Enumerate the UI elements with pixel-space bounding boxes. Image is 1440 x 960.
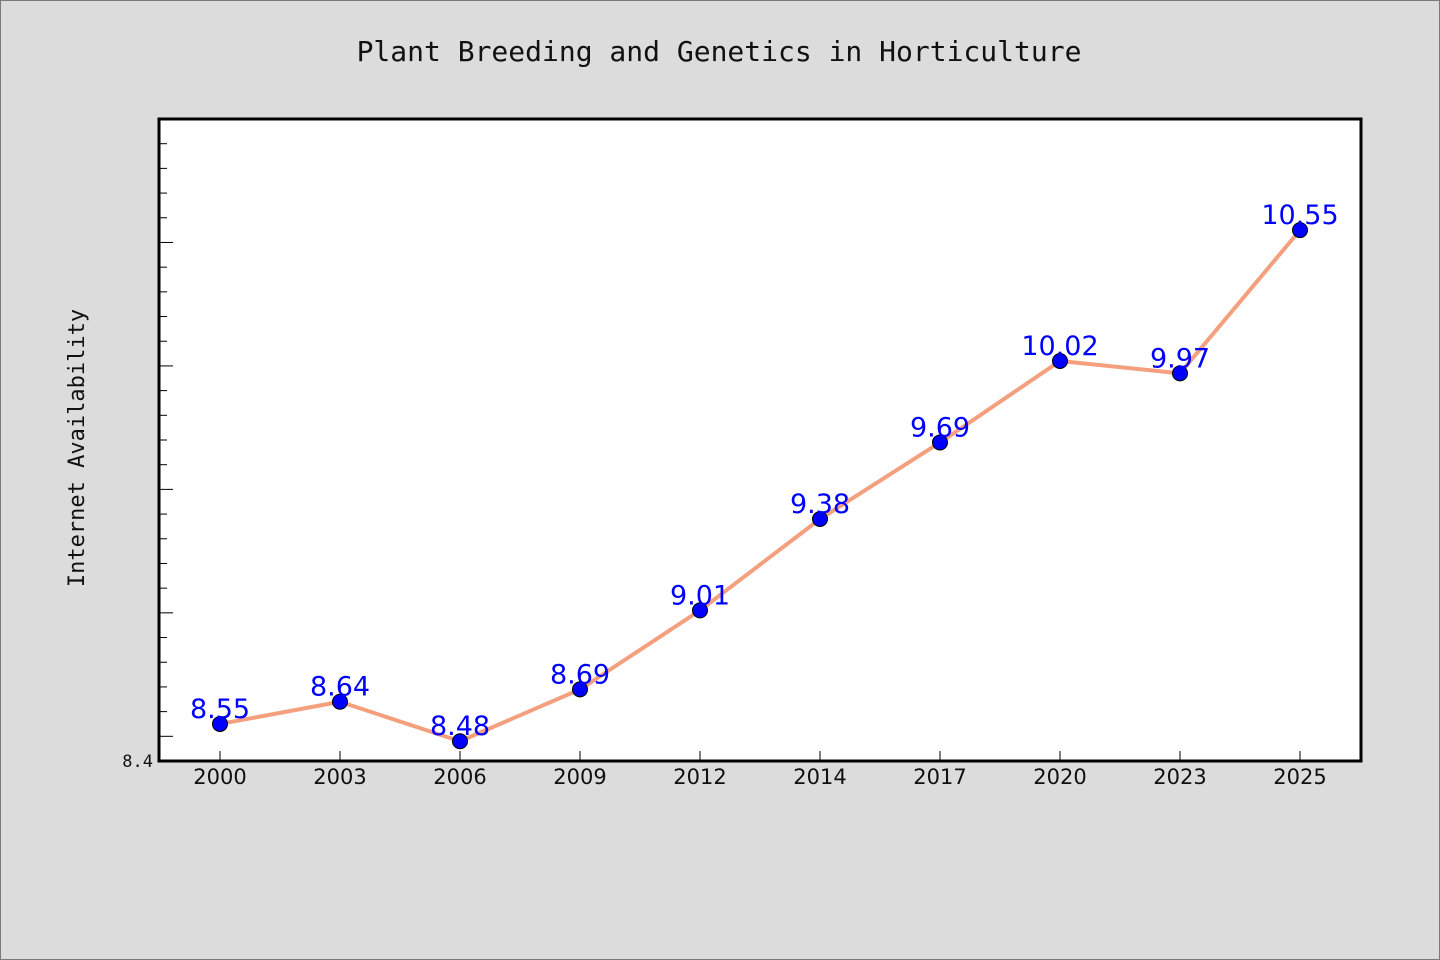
series-line — [219, 228, 1302, 744]
x-tick-label: 2009 — [553, 765, 606, 789]
y-axis-tick-labels: 8.4 — [122, 752, 153, 772]
data-point — [812, 511, 828, 528]
data-label: 9.69 — [910, 412, 970, 443]
y-axis-label: Internet Availability — [65, 309, 90, 587]
y-tick-label: 8.4 — [122, 752, 153, 772]
x-tick-label: 2023 — [1153, 765, 1206, 789]
x-tick-label: 2014 — [793, 765, 846, 789]
data-point — [212, 715, 228, 732]
x-tick-label: 2025 — [1273, 765, 1326, 789]
x-tick-label: 2006 — [433, 765, 486, 789]
data-label: 8.55 — [190, 694, 250, 725]
data-label: 9.01 — [670, 580, 730, 611]
data-point — [1052, 352, 1068, 369]
data-labels: 8.55 8.64 8.48 8.69 9.01 9.38 9.69 10.02 9.97 10.… — [190, 200, 1339, 742]
x-tick-label: 2003 — [313, 765, 366, 789]
data-label: 8.64 — [310, 672, 370, 703]
data-label: 9.38 — [790, 489, 850, 520]
data-point — [692, 602, 708, 619]
chart-title: Plant Breeding and Genetics in Horticult… — [357, 35, 1082, 68]
data-point — [932, 434, 948, 451]
x-tick-label: 2017 — [913, 765, 966, 789]
x-tick-label: 2020 — [1033, 765, 1086, 789]
data-label: 8.69 — [550, 659, 610, 690]
data-point — [1292, 222, 1308, 239]
series-markers — [212, 222, 1308, 750]
data-point — [572, 681, 588, 698]
x-tick-label: 2012 — [673, 765, 726, 789]
data-label: 8.48 — [430, 711, 490, 742]
data-point — [452, 733, 468, 750]
series-lines — [219, 228, 1302, 744]
y-axis-ticks — [159, 143, 173, 737]
plot-area — [157, 117, 1363, 763]
x-axis-ticks — [219, 751, 1301, 761]
x-axis-tick-labels: 2000 2003 2006 2009 2012 2014 2017 2020 2023 2025 — [193, 765, 1326, 789]
data-label: 10.02 — [1021, 331, 1098, 362]
data-label: 9.97 — [1150, 343, 1210, 374]
data-point — [332, 693, 348, 710]
data-label: 10.55 — [1261, 200, 1338, 231]
x-tick-label: 2000 — [193, 765, 246, 789]
data-point — [1172, 365, 1188, 382]
